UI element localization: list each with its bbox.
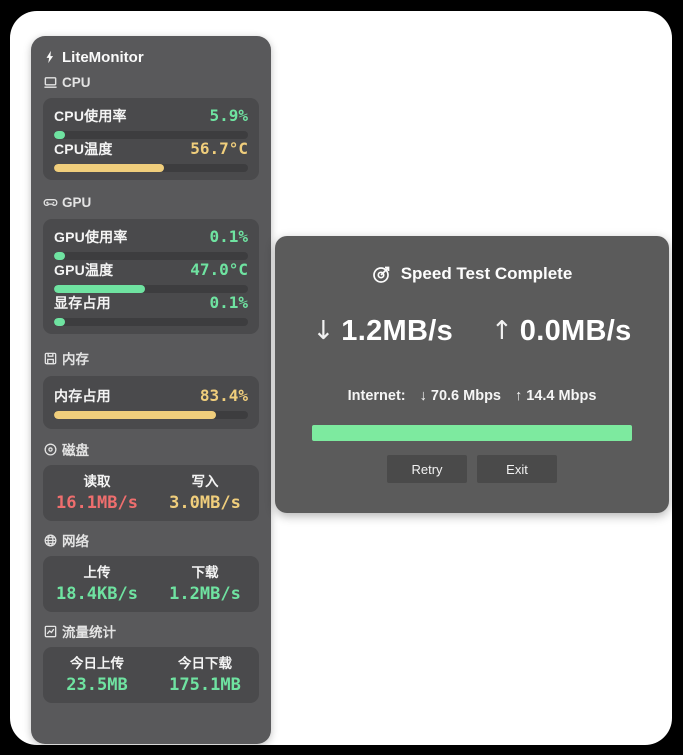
floppy-icon (44, 352, 57, 364)
section-memory: 内存 (43, 348, 259, 368)
vram-usage-bar-fill (54, 318, 65, 326)
speedtest-progress-bar (312, 425, 632, 441)
download-speed-group: ↓ 1.2MB/s (313, 315, 454, 348)
up-arrow-icon: ↑ (491, 316, 513, 346)
chart-icon (44, 625, 57, 637)
gpu-temp-bar (54, 285, 248, 293)
disk-read-col: 读取 16.1MB/s (43, 472, 151, 514)
memory-usage-row: 内存占用 83.4% (54, 386, 248, 405)
globe-icon (44, 534, 57, 546)
cpu-card: CPU使用率 5.9% CPU温度 56.7°C (43, 98, 259, 180)
speedtest-progress-fill (312, 425, 632, 441)
section-gpu: GPU (43, 192, 259, 212)
cpu-temp-bar (54, 164, 248, 172)
cpu-usage-bar (54, 131, 248, 139)
cpu-usage-label: CPU使用率 (54, 107, 127, 124)
traffic-download-value: 175.1MB (169, 675, 241, 695)
section-cpu: CPU (43, 72, 259, 92)
dialog-title: Speed Test Complete (400, 264, 573, 283)
section-disk-label: 磁盘 (62, 443, 89, 458)
retry-button[interactable]: Retry (387, 455, 467, 483)
gamepad-icon (43, 198, 58, 206)
app-window: LiteMonitor CPU CPU使用率 5.9% CP (10, 11, 672, 745)
memory-usage-bar (54, 411, 248, 419)
cpu-temp-value: 56.7°C (190, 139, 248, 158)
internet-upload: ↑ 14.4 Mbps (515, 388, 597, 404)
traffic-download-label: 今日下载 (178, 656, 232, 671)
down-arrow-icon: ↓ (312, 316, 335, 346)
section-memory-label: 内存 (62, 352, 89, 367)
network-download-value: 1.2MB/s (169, 584, 241, 604)
gpu-usage-bar-fill (54, 252, 65, 260)
section-cpu-label: CPU (62, 74, 91, 90)
app-header: LiteMonitor (43, 46, 259, 68)
gpu-usage-label: GPU使用率 (54, 228, 128, 245)
exit-button[interactable]: Exit (477, 455, 557, 483)
traffic-upload-col: 今日上传 23.5MB (43, 654, 151, 696)
memory-usage-value: 83.4% (199, 386, 248, 405)
section-network: 网络 (43, 530, 259, 550)
gpu-card: GPU使用率 0.1% GPU温度 47.0°C 显存占用 0.1% (43, 219, 259, 334)
dialog-buttons-row: Retry Exit (275, 455, 669, 483)
internet-download: ↓ 70.6 Mbps (419, 388, 501, 404)
vram-usage-label: 显存占用 (54, 294, 111, 311)
network-upload-col: 上传 18.4KB/s (43, 563, 151, 605)
vram-usage-row: 显存占用 0.1% (54, 293, 248, 312)
gpu-usage-bar (54, 252, 248, 260)
gpu-temp-row: GPU温度 47.0°C (54, 260, 248, 279)
traffic-download-col: 今日下载 175.1MB (151, 654, 259, 696)
section-traffic: 流量统计 (43, 621, 259, 641)
gpu-temp-label: GPU温度 (54, 261, 114, 278)
network-upload-label: 上传 (83, 565, 111, 580)
network-download-col: 下载 1.2MB/s (151, 563, 259, 605)
internet-summary-row: Internet: ↓ 70.6 Mbps ↑ 14.4 Mbps (275, 386, 669, 406)
cpu-usage-value: 5.9% (209, 106, 248, 125)
disc-icon (44, 443, 57, 455)
gpu-usage-row: GPU使用率 0.1% (54, 227, 248, 246)
lightning-icon (46, 50, 54, 64)
memory-card: 内存占用 83.4% (43, 376, 259, 429)
cpu-temp-row: CPU温度 56.7°C (54, 139, 248, 158)
vram-usage-bar (54, 318, 248, 326)
disk-write-value: 3.0MB/s (169, 493, 241, 513)
speed-test-dialog: Speed Test Complete ↓ 1.2MB/s ↑ 0.0MB/s … (275, 236, 669, 513)
computer-icon (44, 76, 57, 88)
litemonitor-panel: LiteMonitor CPU CPU使用率 5.9% CP (31, 36, 271, 744)
gpu-usage-value: 0.1% (209, 227, 248, 246)
traffic-upload-label: 今日上传 (70, 656, 124, 671)
section-gpu-label: GPU (62, 194, 92, 210)
disk-read-value: 16.1MB/s (56, 493, 138, 513)
upload-speed-value: 0.0MB/s (519, 314, 632, 347)
upload-speed-group: ↑ 0.0MB/s (491, 315, 632, 348)
network-download-label: 下载 (191, 565, 219, 580)
dialog-title-row: Speed Test Complete (275, 262, 669, 286)
section-network-label: 网络 (62, 534, 89, 549)
network-upload-value: 18.4KB/s (56, 584, 138, 604)
app-title: LiteMonitor (62, 48, 144, 66)
cpu-temp-label: CPU温度 (54, 140, 113, 157)
section-traffic-label: 流量统计 (62, 625, 116, 640)
section-disk: 磁盘 (43, 439, 259, 459)
cpu-temp-bar-fill (54, 164, 164, 172)
internet-prefix: Internet: (347, 388, 406, 404)
gpu-temp-bar-fill (54, 285, 146, 293)
cpu-usage-row: CPU使用率 5.9% (54, 106, 248, 125)
traffic-card: 今日上传 23.5MB 今日下载 175.1MB (43, 647, 259, 703)
disk-write-col: 写入 3.0MB/s (151, 472, 259, 514)
speed-results-row: ↓ 1.2MB/s ↑ 0.0MB/s (275, 312, 669, 350)
disk-read-label: 读取 (83, 474, 111, 489)
cpu-usage-bar-fill (54, 131, 66, 139)
memory-usage-bar-fill (54, 411, 216, 419)
vram-usage-value: 0.1% (209, 293, 248, 312)
target-icon (372, 266, 390, 283)
download-speed-value: 1.2MB/s (341, 314, 453, 347)
disk-write-label: 写入 (191, 474, 219, 489)
gpu-temp-value: 47.0°C (190, 260, 248, 279)
network-card: 上传 18.4KB/s 下载 1.2MB/s (43, 556, 259, 612)
memory-usage-label: 内存占用 (54, 387, 111, 404)
disk-card: 读取 16.1MB/s 写入 3.0MB/s (43, 465, 259, 521)
traffic-upload-value: 23.5MB (66, 675, 128, 695)
